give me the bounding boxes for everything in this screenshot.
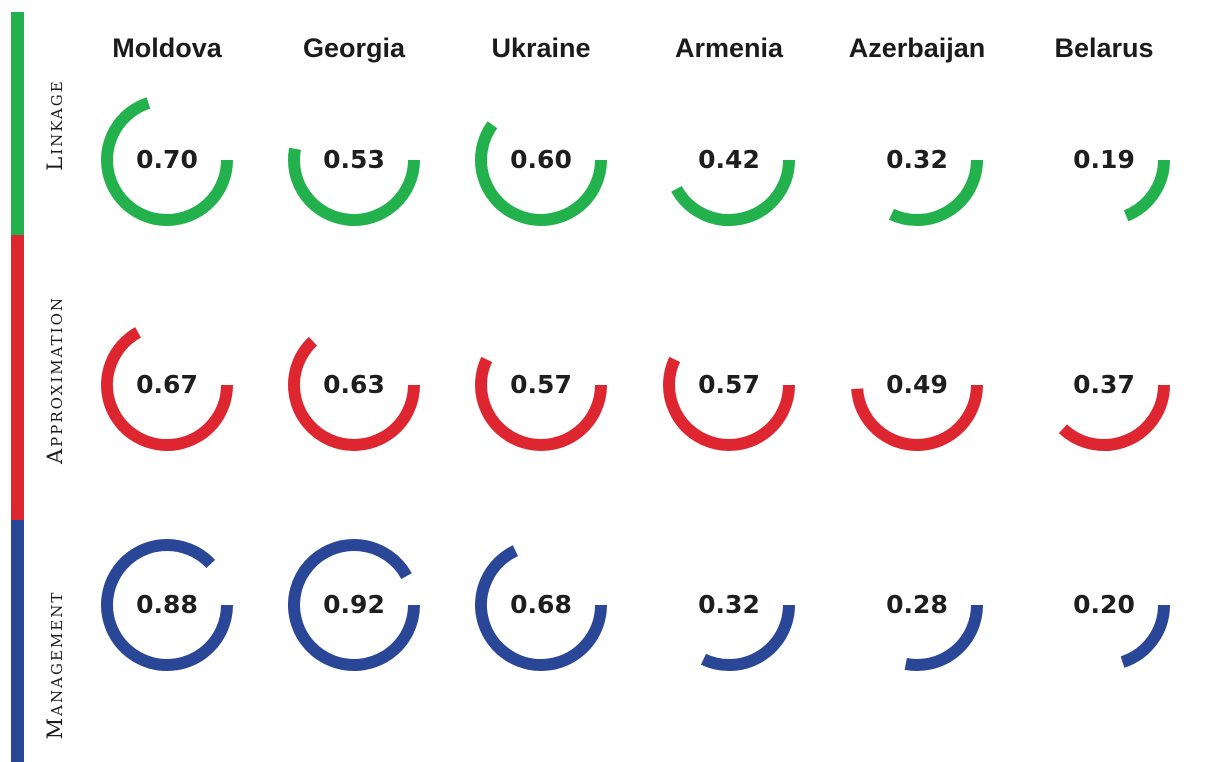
gauge-arc-approximation-ukraine [475, 356, 607, 451]
gauge-arc-management-belarus [1120, 604, 1170, 668]
gauge-arc-approximation-armenia [663, 356, 795, 451]
gauge-value-linkage-armenia: 0.42 [698, 145, 760, 174]
row-bar-management [11, 520, 24, 762]
gauge-value-management-azerbaijan: 0.28 [886, 590, 948, 619]
gauge-value-linkage-azerbaijan: 0.32 [886, 145, 948, 174]
country-label-armenia: Armenia [675, 33, 784, 63]
gauge-arc-approximation-belarus [1058, 384, 1170, 451]
gauge-arc-approximation-georgia [288, 336, 420, 451]
gauge-value-linkage-georgia: 0.53 [323, 145, 385, 174]
gauge-arc-linkage-moldova [101, 97, 233, 226]
gauge-arc-linkage-georgia [288, 147, 420, 226]
gauge-arc-linkage-belarus [1123, 159, 1170, 222]
gauge-arc-management-azerbaijan [904, 604, 983, 671]
gauge-arc-management-moldova [101, 539, 233, 671]
row-bar-approximation [11, 235, 24, 520]
country-labels: Moldova Georgia Ukraine Armenia Azerbaijan Be… [112, 33, 1153, 63]
country-label-ukraine: Ukraine [491, 33, 590, 63]
country-label-georgia: Georgia [303, 33, 406, 63]
row-labels: Linkage Approximation Management [43, 79, 67, 739]
gauge-value-approximation-belarus: 0.37 [1073, 370, 1135, 399]
gauge-arc-management-armenia [700, 604, 795, 671]
gauge-arc-management-ukraine [475, 545, 607, 671]
gauge-value-linkage-ukraine: 0.60 [510, 145, 572, 174]
country-label-moldova: Moldova [112, 33, 222, 63]
gauge-value-management-ukraine: 0.68 [510, 590, 572, 619]
gauges: 0.70 0.53 0.60 0.42 0.32 0.19 0.67 0.63 0.57 0.57… [101, 97, 1170, 671]
gauge-value-management-moldova: 0.88 [136, 590, 198, 619]
country-label-belarus: Belarus [1054, 33, 1153, 63]
gauge-arc-approximation-azerbaijan [851, 384, 983, 451]
gauge-arc-management-georgia [288, 539, 420, 671]
gauge-arc-linkage-azerbaijan [888, 159, 983, 226]
row-label-management: Management [43, 591, 67, 740]
row-bar-linkage [11, 12, 24, 235]
row-label-approximation: Approximation [43, 296, 67, 465]
gauge-value-approximation-ukraine: 0.57 [510, 370, 572, 399]
gauge-value-management-georgia: 0.92 [323, 590, 385, 619]
country-label-azerbaijan: Azerbaijan [849, 33, 986, 63]
gauge-value-management-armenia: 0.32 [698, 590, 760, 619]
gauge-value-linkage-belarus: 0.19 [1073, 145, 1135, 174]
side-color-bars [11, 12, 24, 762]
gauge-arc-linkage-ukraine [475, 121, 607, 226]
gauge-value-approximation-moldova: 0.67 [136, 370, 198, 399]
gauge-value-approximation-armenia: 0.57 [698, 370, 760, 399]
row-label-linkage: Linkage [43, 79, 67, 170]
gauge-arc-linkage-armenia [671, 159, 795, 226]
gauge-value-management-belarus: 0.20 [1073, 590, 1135, 619]
gauge-value-approximation-georgia: 0.63 [323, 370, 385, 399]
gauge-value-approximation-azerbaijan: 0.49 [886, 370, 948, 399]
gauge-arc-approximation-moldova [101, 327, 233, 451]
gauge-value-linkage-moldova: 0.70 [136, 145, 198, 174]
